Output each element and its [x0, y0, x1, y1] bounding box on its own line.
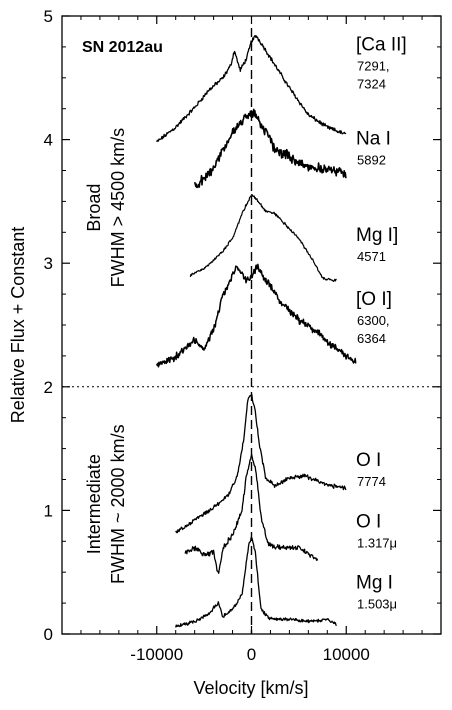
- series-sublabel: 6364: [357, 331, 386, 346]
- spectrum-line: [156, 34, 347, 143]
- series-label: Mg I]: [356, 225, 398, 246]
- y-tick-label: 5: [44, 7, 53, 26]
- y-tick-label: 0: [44, 625, 53, 644]
- tick-group: 0 1 2 3 4 5 -10000 0 10000: [44, 7, 441, 664]
- series-label: Na I: [356, 129, 391, 150]
- series-label: [O I]: [356, 289, 392, 310]
- spectrum-line: [175, 536, 338, 628]
- series-sublabel: 7291,: [357, 59, 390, 74]
- group-label-group: Broad FWHM > 4500 km/s Intermediate FWHM ~ …: [84, 128, 128, 584]
- x-tick-label: 0: [247, 645, 256, 664]
- series-label: O I: [356, 450, 381, 471]
- y-tick-label: 3: [44, 254, 53, 273]
- divider-group: [62, 28, 441, 634]
- y-tick-label: 1: [44, 501, 53, 520]
- spectrum-line: [184, 453, 319, 574]
- group-label: Intermediate: [84, 454, 104, 554]
- y-tick-label: 4: [44, 131, 53, 150]
- spectrum-line: [189, 193, 337, 282]
- x-tick-label: 10000: [323, 645, 370, 664]
- series-label-group: [Ca II] 7291, 7324 Na I 5892 Mg I] 4571 [O I] 63…: [356, 35, 407, 612]
- spectrum-line: [156, 263, 357, 368]
- series-sublabel: 1.317μ: [357, 536, 397, 551]
- group-label: FWHM ~ 2000 km/s: [108, 424, 128, 584]
- x-tick-label: -10000: [130, 645, 183, 664]
- chart-title: SN 2012au: [82, 39, 163, 56]
- group-label: Broad: [84, 184, 104, 232]
- spectrum-line: [193, 108, 347, 189]
- series-sublabel: 7774: [357, 474, 386, 489]
- series-sublabel: 7324: [357, 77, 386, 92]
- series-sublabel: 5892: [357, 153, 386, 168]
- series-label: [Ca II]: [356, 35, 407, 56]
- group-label: FWHM > 4500 km/s: [108, 128, 128, 288]
- series-group: [156, 34, 357, 628]
- x-axis-label: Velocity [km/s]: [193, 678, 308, 698]
- series-label: Mg I: [356, 572, 393, 593]
- spectrum-line: [175, 394, 347, 534]
- y-tick-label: 2: [44, 378, 53, 397]
- y-axis-label: Relative Flux + Constant: [8, 227, 28, 424]
- series-sublabel: 4571: [357, 249, 386, 264]
- series-sublabel: 6300,: [357, 313, 390, 328]
- series-label: O I: [356, 512, 381, 533]
- series-sublabel: 1.503μ: [357, 596, 397, 611]
